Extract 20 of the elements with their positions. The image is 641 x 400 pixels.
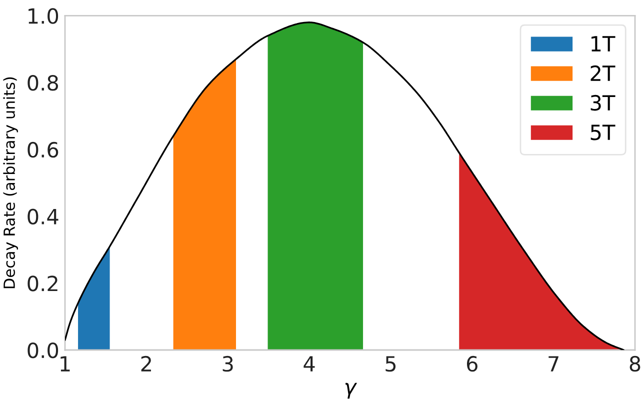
y-axis-title: Decay Rate (arbitrary units) bbox=[3, 77, 18, 288]
y-tick-label: 0.2 bbox=[28, 276, 58, 292]
y-tick-label: 0.4 bbox=[28, 208, 58, 224]
y-tick-label: 0.6 bbox=[28, 142, 58, 158]
legend-label: 5T bbox=[590, 124, 616, 140]
x-tick-label: 5 bbox=[386, 356, 396, 372]
x-tick-label: 1 bbox=[60, 356, 70, 372]
y-tick-label: 1.0 bbox=[28, 8, 58, 24]
x-tick-label: 4 bbox=[304, 356, 315, 372]
x-tick-label: 2 bbox=[141, 356, 151, 372]
y-tick-label: 0.8 bbox=[28, 75, 58, 91]
x-tick-label: 7 bbox=[548, 356, 558, 372]
x-axis-title: γ bbox=[345, 382, 358, 399]
x-tick-label: 6 bbox=[466, 356, 478, 372]
y-tick-label: 0.0 bbox=[28, 342, 58, 358]
x-tick-label: 8 bbox=[630, 356, 640, 372]
legend-label: 2T bbox=[590, 65, 616, 81]
x-tick-label: 3 bbox=[222, 356, 233, 372]
legend-label: 1T bbox=[592, 36, 616, 52]
legend-label: 3T bbox=[590, 94, 616, 111]
